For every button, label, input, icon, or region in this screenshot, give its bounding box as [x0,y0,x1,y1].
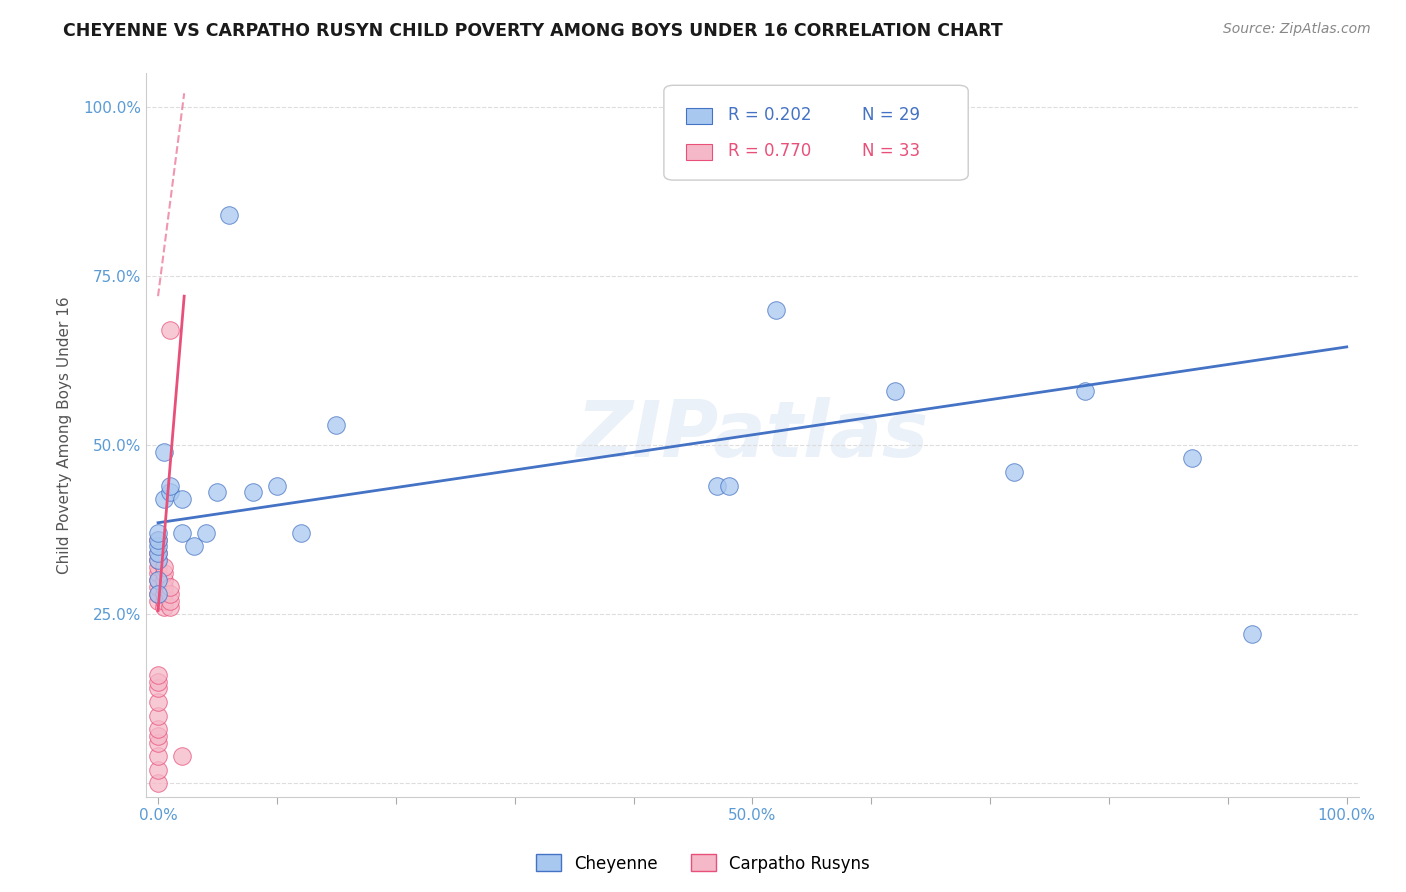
Point [207,485,229,500]
Point [1074,384,1097,398]
Legend: Cheyenne, Carpatho Rusyns: Cheyenne, Carpatho Rusyns [529,847,877,880]
Point [218,208,240,222]
Point [146,559,169,574]
Point [170,525,193,540]
Point [290,525,312,540]
Point [146,674,169,689]
Point [153,559,176,574]
Point [159,323,181,337]
Point [146,525,169,540]
Point [183,540,205,554]
Point [266,478,288,492]
Point [146,593,169,607]
Point [153,593,176,607]
Text: ZIPatlas: ZIPatlas [576,397,928,473]
Point [146,722,169,736]
Point [153,492,176,507]
FancyBboxPatch shape [686,144,713,160]
Text: CHEYENNE VS CARPATHO RUSYN CHILD POVERTY AMONG BOYS UNDER 16 CORRELATION CHART: CHEYENNE VS CARPATHO RUSYN CHILD POVERTY… [63,22,1002,40]
Point [159,478,181,492]
Point [706,478,728,492]
Point [146,708,169,723]
Point [325,417,347,432]
Point [146,587,169,601]
Point [153,587,176,601]
Point [153,566,176,581]
Text: R = 0.202: R = 0.202 [728,106,811,124]
Point [146,776,169,790]
Text: Source: ZipAtlas.com: Source: ZipAtlas.com [1223,22,1371,37]
Point [146,668,169,682]
Point [146,573,169,587]
Point [146,546,169,560]
Point [146,553,169,567]
Point [146,553,169,567]
Point [170,492,193,507]
Point [146,735,169,749]
Point [153,600,176,615]
Point [153,444,176,458]
Text: N = 33: N = 33 [862,142,920,161]
Text: R = 0.770: R = 0.770 [728,142,811,161]
Point [146,540,169,554]
Point [159,580,181,594]
Point [146,546,169,560]
Point [146,580,169,594]
Point [1240,627,1263,641]
Point [1181,451,1204,466]
Point [146,749,169,764]
Y-axis label: Child Poverty Among Boys Under 16: Child Poverty Among Boys Under 16 [58,296,72,574]
FancyBboxPatch shape [686,108,713,124]
Point [146,729,169,743]
Point [146,763,169,777]
Point [146,566,169,581]
Point [146,695,169,709]
FancyBboxPatch shape [664,86,969,180]
Point [242,485,264,500]
Point [170,749,193,764]
Point [765,302,787,317]
Point [146,587,169,601]
Point [153,573,176,587]
Point [146,533,169,547]
Point [146,573,169,587]
Point [1002,465,1025,479]
Point [153,580,176,594]
Point [159,600,181,615]
Point [159,485,181,500]
Point [159,587,181,601]
Point [884,384,907,398]
Point [146,533,169,547]
Point [159,593,181,607]
Text: N = 29: N = 29 [862,106,920,124]
Point [717,478,740,492]
Point [194,525,217,540]
Point [146,681,169,696]
